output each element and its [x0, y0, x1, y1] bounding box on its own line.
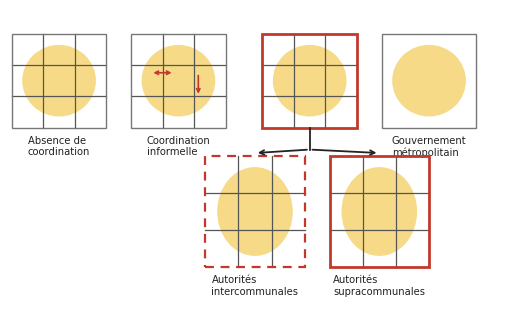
Text: Autorités
supracommunales: Autorités supracommunales — [333, 275, 425, 296]
Text: Autorités
intercommunales: Autorités intercommunales — [211, 275, 299, 296]
Bar — [205, 156, 305, 267]
Bar — [131, 34, 226, 128]
Text: Gouvernement
métropolitain: Gouvernement métropolitain — [392, 136, 466, 158]
Ellipse shape — [273, 45, 347, 116]
Text: Absence de
coordination: Absence de coordination — [28, 136, 90, 157]
Ellipse shape — [217, 167, 293, 256]
Bar — [330, 156, 429, 267]
Ellipse shape — [141, 45, 215, 116]
Ellipse shape — [22, 45, 96, 116]
Ellipse shape — [342, 167, 417, 256]
Bar — [12, 34, 106, 128]
Bar — [263, 34, 357, 128]
Ellipse shape — [392, 45, 466, 116]
Bar — [382, 34, 476, 128]
Text: Coordination
informelle: Coordination informelle — [147, 136, 210, 157]
